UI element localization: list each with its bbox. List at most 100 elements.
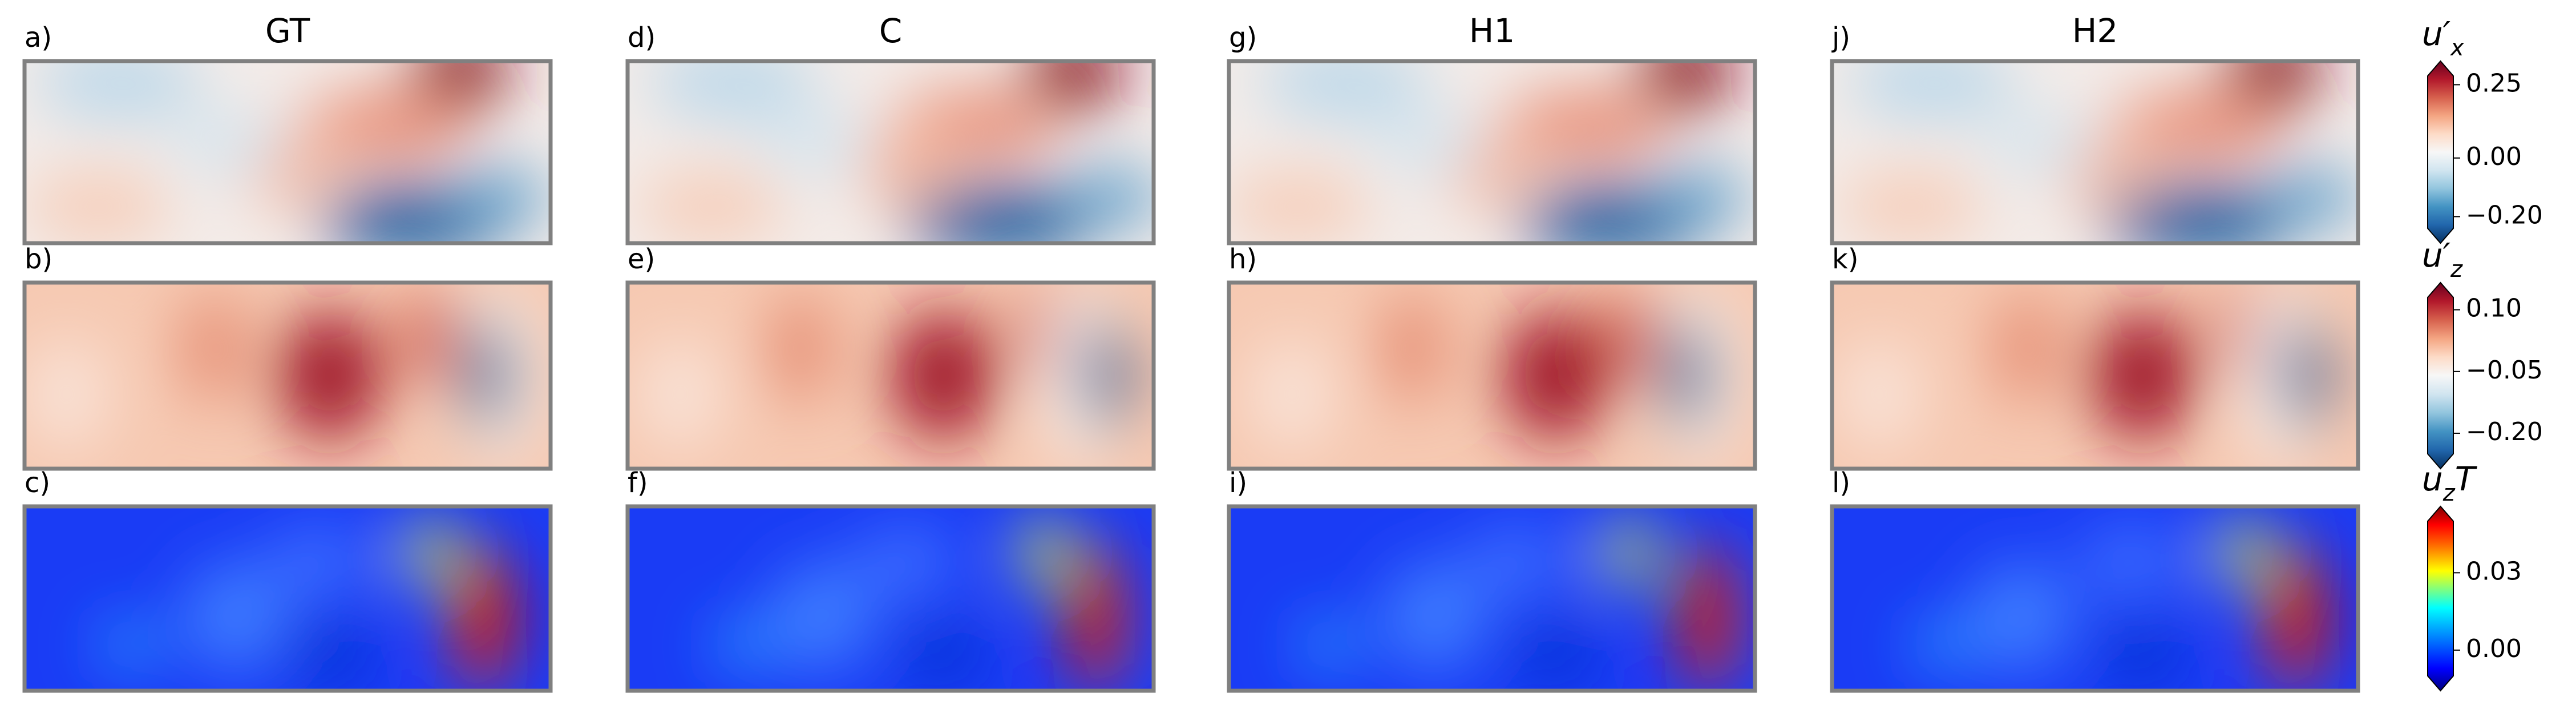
- colorbar-tick-label: 0.00: [2466, 634, 2522, 663]
- colorbar: [2427, 505, 2454, 692]
- field-blob: [1022, 519, 1065, 586]
- panel-frame: [625, 59, 1156, 245]
- field-blob: [2079, 525, 2185, 599]
- panel-frame: [1830, 59, 2360, 245]
- field-blob: [638, 170, 786, 243]
- colorbar-label: u′x: [2422, 14, 2464, 61]
- field-blob: [2258, 170, 2358, 225]
- field-blob: [891, 310, 996, 441]
- heatmap: [1832, 506, 2358, 691]
- heatmap: [1229, 61, 1755, 243]
- label-part: x: [2449, 35, 2464, 61]
- field-blob: [1059, 170, 1154, 225]
- field-blob: [1665, 316, 1713, 436]
- field-blob: [2221, 519, 2264, 586]
- panel-frame: [22, 59, 553, 245]
- panel-frame: [1227, 280, 1757, 471]
- heatmap-field: [1249, 292, 1734, 460]
- panel-label: b): [25, 243, 52, 275]
- field-blob: [182, 561, 288, 672]
- label-part: z: [2450, 256, 2463, 283]
- panel-frame: [1830, 504, 2360, 693]
- field-blob: [901, 626, 985, 682]
- panel-label: d): [628, 22, 656, 54]
- field-blob: [1027, 61, 1122, 111]
- heatmap: [25, 61, 551, 243]
- colorbar-tick-label: 0.10: [2466, 294, 2522, 323]
- heatmap: [628, 61, 1154, 243]
- field-blob: [854, 115, 959, 207]
- field-blob: [1513, 626, 1598, 682]
- panel-label: j): [1831, 22, 1850, 54]
- field-blob: [754, 115, 880, 171]
- label-part: u′: [2422, 14, 2450, 53]
- field-blob: [711, 622, 775, 667]
- column-title: H1: [1469, 11, 1515, 50]
- heatmap: [628, 283, 1154, 469]
- colorbar-tick-label: −0.20: [2466, 417, 2543, 446]
- field-blob: [2292, 565, 2330, 669]
- field-blob: [1644, 170, 1750, 225]
- field-blob: [1602, 292, 1655, 385]
- field-blob: [1066, 565, 1104, 669]
- colorbar-tick-label: −0.20: [2466, 200, 2543, 229]
- panel-frame: [625, 504, 1156, 693]
- heatmap: [25, 506, 551, 691]
- heatmap-field: [1911, 519, 2330, 691]
- panel-label: f): [628, 467, 648, 499]
- panel-frame: [22, 280, 553, 471]
- heatmap-field: [1229, 61, 1750, 243]
- heatmap-field: [638, 292, 1127, 460]
- column-title: C: [879, 11, 903, 50]
- label-part: T: [2455, 460, 2478, 498]
- panel-label: l): [1832, 467, 1850, 499]
- field-blob: [1847, 61, 2016, 120]
- field-blob: [1079, 316, 1127, 436]
- field-blob: [1365, 115, 1493, 171]
- field-blob: [445, 170, 551, 225]
- label-part: z: [2442, 480, 2456, 506]
- field-blob: [479, 565, 517, 669]
- field-blob: [182, 292, 246, 404]
- heatmap: [25, 283, 551, 469]
- colorbar-tick-label: 0.00: [2466, 142, 2522, 171]
- colorbar-label: u′z: [2422, 236, 2463, 283]
- heatmap-field: [25, 292, 535, 460]
- panel-frame: [22, 504, 553, 693]
- field-blob: [25, 170, 172, 243]
- field-blob: [1837, 170, 1985, 243]
- label-part: u′: [2422, 236, 2450, 275]
- heatmap: [1832, 61, 2358, 243]
- field-blob: [277, 310, 382, 441]
- heatmap: [1229, 283, 1755, 469]
- colorbar: [2427, 281, 2454, 470]
- field-blob: [638, 338, 722, 450]
- colorbar-tick-label: 0.03: [2466, 557, 2522, 586]
- field-blob: [266, 525, 372, 599]
- panel-frame: [1830, 280, 2360, 471]
- heatmap-field: [1297, 519, 1734, 691]
- field-blob: [2089, 310, 2195, 441]
- field-blob: [1229, 170, 1371, 243]
- field-blob: [25, 338, 109, 450]
- heatmap-field: [1837, 292, 2327, 460]
- field-blob: [1260, 61, 1429, 120]
- colorbar-tick-label: −0.05: [2466, 356, 2543, 385]
- panel-label: c): [25, 467, 50, 499]
- field-blob: [1911, 622, 1974, 667]
- field-blob: [1607, 519, 1650, 586]
- field-blob: [1968, 561, 2074, 672]
- field-blob: [35, 61, 204, 120]
- field-blob: [1502, 310, 1608, 441]
- colorbar-tick-label: 0.25: [2466, 69, 2522, 98]
- panel-label: e): [628, 243, 655, 275]
- field-blob: [854, 525, 959, 599]
- field-blob: [98, 622, 161, 667]
- field-blob: [166, 115, 293, 171]
- colorbar: [2427, 60, 2454, 244]
- heatmap-field: [25, 61, 551, 243]
- label-part: u: [2422, 460, 2443, 498]
- column-title: GT: [265, 11, 310, 50]
- colorbar-label: uzT: [2422, 460, 2478, 506]
